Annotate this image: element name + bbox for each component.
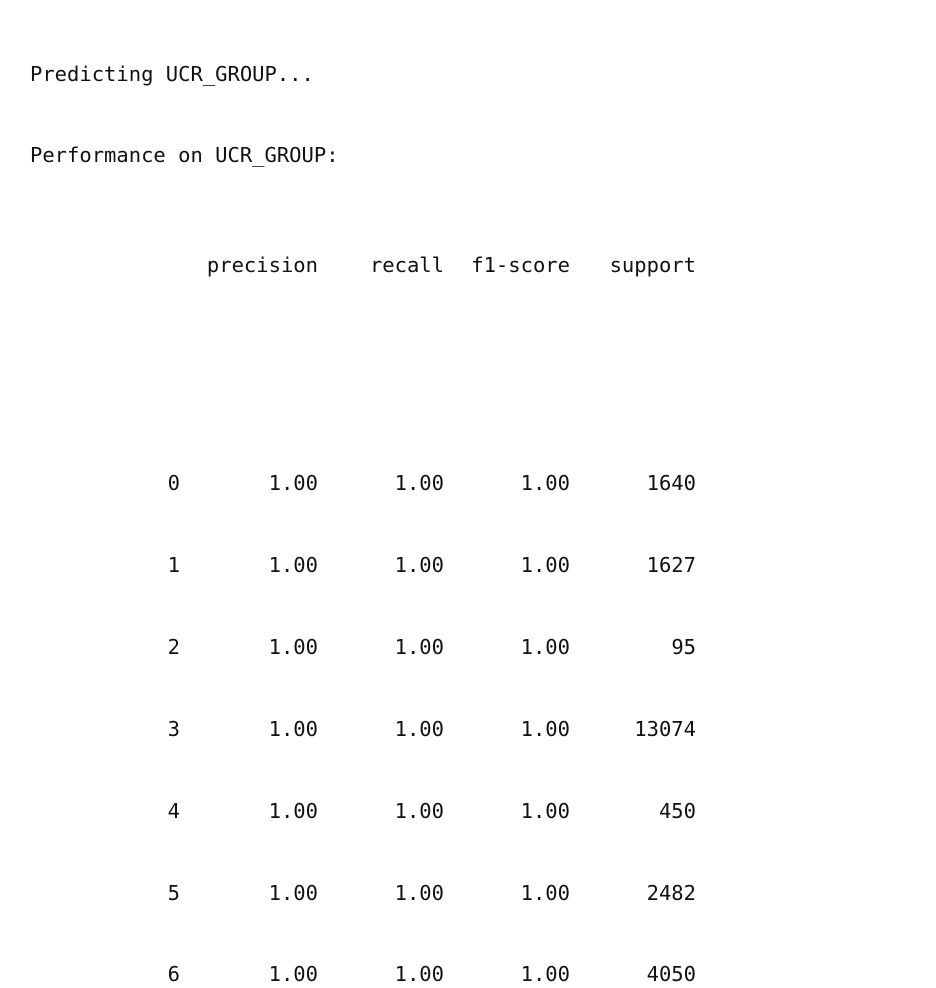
row-label: 4: [167, 798, 180, 823]
recall-value: 1.00: [394, 880, 444, 905]
column-header-precision: precision: [206, 252, 318, 277]
row-label: 2: [167, 634, 180, 659]
support-value: 1640: [646, 471, 696, 496]
row-label: 6: [167, 962, 180, 987]
support-value: 4050: [646, 962, 696, 987]
precision-value: 1.00: [268, 552, 318, 577]
recall-value: 1.00: [394, 471, 444, 496]
f1-score-value: 1.00: [520, 634, 570, 659]
row-label: 1: [167, 552, 180, 577]
column-header-recall: recall: [369, 252, 444, 277]
column-header-f1-score: f1-score: [471, 252, 570, 277]
f1-score-value: 1.00: [520, 471, 570, 496]
status-line-performance: Performance on UCR_GROUP:: [30, 143, 339, 168]
report-row-class-2: 2 1.00 1.00 1.00 95: [30, 634, 696, 661]
support-value: 95: [671, 634, 696, 659]
f1-score-value: 1.00: [520, 798, 570, 823]
recall-value: 1.00: [394, 552, 444, 577]
f1-score-value: 1.00: [520, 962, 570, 987]
blank-line: [30, 361, 696, 388]
precision-value: 1.00: [268, 471, 318, 496]
row-label: 0: [167, 471, 180, 496]
recall-value: 1.00: [394, 634, 444, 659]
report-row-class-1: 1 1.00 1.00 1.00 1627: [30, 552, 696, 579]
precision-value: 1.00: [268, 798, 318, 823]
row-label: 3: [167, 716, 180, 741]
report-header-row: precision recall f1-score support: [30, 252, 696, 279]
precision-value: 1.00: [268, 716, 318, 741]
precision-value: 1.00: [268, 634, 318, 659]
f1-score-value: 1.00: [520, 552, 570, 577]
support-value: 1627: [646, 552, 696, 577]
status-line-predicting: Predicting UCR_GROUP...: [30, 61, 314, 86]
row-label: 5: [167, 880, 180, 905]
report-row-class-6: 6 1.00 1.00 1.00 4050: [30, 961, 696, 988]
recall-value: 1.00: [394, 962, 444, 987]
recall-value: 1.00: [394, 716, 444, 741]
column-header-support: support: [609, 252, 696, 277]
report-row-class-0: 0 1.00 1.00 1.00 1640: [30, 470, 696, 497]
support-value: 2482: [646, 880, 696, 905]
support-value: 450: [658, 798, 696, 823]
report-row-class-5: 5 1.00 1.00 1.00 2482: [30, 880, 696, 907]
classification-report-output: Predicting UCR_GROUP... Performance on U…: [30, 6, 696, 988]
precision-value: 1.00: [268, 880, 318, 905]
f1-score-value: 1.00: [520, 880, 570, 905]
report-row-class-3: 3 1.00 1.00 1.00 13074: [30, 716, 696, 743]
support-value: 13074: [634, 716, 696, 741]
precision-value: 1.00: [268, 962, 318, 987]
report-row-class-4: 4 1.00 1.00 1.00 450: [30, 798, 696, 825]
recall-value: 1.00: [394, 798, 444, 823]
f1-score-value: 1.00: [520, 716, 570, 741]
